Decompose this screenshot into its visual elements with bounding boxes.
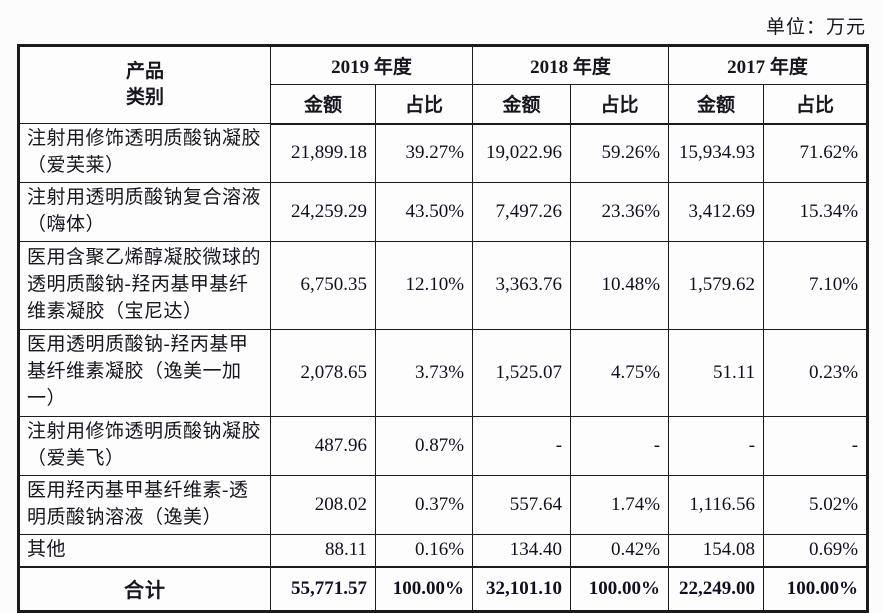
amount-2017: 15,934.93 (668, 123, 765, 183)
header-product-line1: 产品 (125, 61, 164, 83)
amount-2018: 7,497.26 (472, 181, 572, 242)
table-row: 注射用修饰透明质酸钠凝胶（爱美飞） 487.96 0.87% - - - - (18, 415, 869, 476)
ratio-2018: 1.74% (570, 474, 670, 535)
total-row: 合计 55,771.57 100.00% 32,101.10 100.00% 2… (18, 565, 869, 613)
header-product-category: 产品 类别 (18, 45, 271, 124)
unit-label: 单位：万元 (765, 17, 866, 38)
ratio-2017: - (763, 415, 869, 476)
ratio-2018: 0.42% (570, 533, 670, 568)
amount-2019: 24,259.29 (270, 181, 376, 242)
product-name: 注射用修饰透明质酸钠凝胶（爱芙莱） (18, 123, 271, 183)
amount-2019: 487.96 (270, 415, 376, 476)
product-name: 医用羟丙基甲基纤维素-透明质酸钠溶液（逸美） (18, 474, 271, 535)
table-row: 医用含聚乙烯醇凝胶微球的透明质酸钠-羟丙基甲基纤维素凝胶（宝尼达） 6,750.… (18, 240, 869, 330)
amount-2018: - (472, 415, 572, 476)
table-row: 其他 88.11 0.16% 134.40 0.42% 154.08 0.69% (18, 533, 869, 568)
amount-2017: 154.08 (668, 533, 765, 568)
total-amount-2018: 32,101.10 (472, 565, 572, 613)
amount-2017: 3,412.69 (668, 181, 765, 242)
ratio-2019: 39.27% (374, 123, 474, 183)
ratio-2019: 3.73% (374, 328, 474, 417)
amount-2019: 6,750.35 (270, 240, 376, 330)
ratio-2017: 71.62% (763, 123, 869, 183)
ratio-2019: 43.50% (374, 181, 474, 242)
header-ratio-2018: 占比 (570, 84, 670, 125)
ratio-2018: 23.36% (570, 181, 670, 242)
ratio-2019: 0.87% (374, 415, 474, 476)
product-name: 注射用修饰透明质酸钠凝胶（爱美飞） (18, 415, 271, 476)
ratio-2017: 15.34% (763, 181, 869, 242)
ratio-2018: 4.75% (570, 328, 670, 417)
ratio-2019: 0.16% (374, 533, 474, 568)
header-ratio-2017: 占比 (763, 84, 869, 125)
ratio-2017: 0.69% (763, 533, 869, 568)
ratio-2019: 12.10% (374, 240, 474, 330)
amount-2018: 19,022.96 (472, 123, 572, 183)
table-header: 产品 类别 2019 年度 2018 年度 2017 年度 金额 占比 金额 占… (18, 45, 869, 125)
total-amount-2017: 22,249.00 (668, 565, 765, 613)
product-name: 注射用透明质酸钠复合溶液（嗨体） (18, 181, 271, 242)
ratio-2017: 0.23% (763, 328, 869, 417)
amount-2019: 21,899.18 (270, 123, 376, 183)
table-row: 医用透明质酸钠-羟丙基甲基纤维素凝胶（逸美一加一） 2,078.65 3.73%… (18, 328, 869, 417)
header-amount-2019: 金额 (270, 84, 376, 125)
amount-2017: 51.11 (668, 328, 765, 417)
amount-2019: 2,078.65 (270, 328, 376, 417)
ratio-2018: 10.48% (570, 240, 670, 330)
table-row: 注射用修饰透明质酸钠凝胶（爱芙莱） 21,899.18 39.27% 19,02… (18, 123, 869, 183)
amount-2018: 134.40 (472, 533, 572, 568)
product-name: 医用透明质酸钠-羟丙基甲基纤维素凝胶（逸美一加一） (18, 328, 271, 417)
total-ratio-2017: 100.00% (763, 565, 869, 613)
ratio-2018: - (570, 415, 670, 476)
table-row: 注射用透明质酸钠复合溶液（嗨体） 24,259.29 43.50% 7,497.… (18, 181, 869, 242)
total-amount-2019: 55,771.57 (270, 565, 376, 613)
amount-2018: 3,363.76 (472, 240, 572, 330)
amount-2017: 1,116.56 (668, 474, 765, 535)
amount-2018: 1,525.07 (472, 328, 572, 417)
ratio-2017: 5.02% (763, 474, 869, 535)
total-ratio-2019: 100.00% (374, 565, 474, 613)
header-year-2017: 2017 年度 (668, 45, 869, 85)
amount-2017: - (668, 415, 765, 476)
header-year-2019: 2019 年度 (269, 45, 474, 85)
product-name: 其他 (18, 533, 271, 568)
amount-2019: 208.02 (270, 474, 376, 535)
amount-2019: 88.11 (270, 533, 376, 568)
header-product-line2: 类别 (125, 87, 164, 108)
total-label: 合计 (18, 565, 271, 613)
product-name: 医用含聚乙烯醇凝胶微球的透明质酸钠-羟丙基甲基纤维素凝胶（宝尼达） (18, 240, 271, 330)
ratio-2017: 7.10% (763, 240, 869, 330)
revenue-by-product-table: 产品 类别 2019 年度 2018 年度 2017 年度 金额 占比 金额 占… (17, 44, 870, 613)
header-row-metrics: 金额 占比 金额 占比 金额 占比 (19, 84, 869, 125)
amount-2017: 1,579.62 (668, 240, 765, 330)
ratio-2018: 59.26% (570, 123, 670, 183)
header-ratio-2019: 占比 (374, 84, 474, 125)
header-row-years: 产品 类别 2019 年度 2018 年度 2017 年度 (18, 45, 869, 124)
header-amount-2017: 金额 (668, 84, 765, 125)
amount-2018: 557.64 (472, 474, 572, 535)
ratio-2019: 0.37% (374, 474, 474, 535)
header-amount-2018: 金额 (472, 84, 572, 125)
table-row: 医用羟丙基甲基纤维素-透明质酸钠溶液（逸美） 208.02 0.37% 557.… (18, 474, 869, 535)
header-year-2018: 2018 年度 (472, 45, 670, 85)
total-ratio-2018: 100.00% (570, 565, 670, 613)
